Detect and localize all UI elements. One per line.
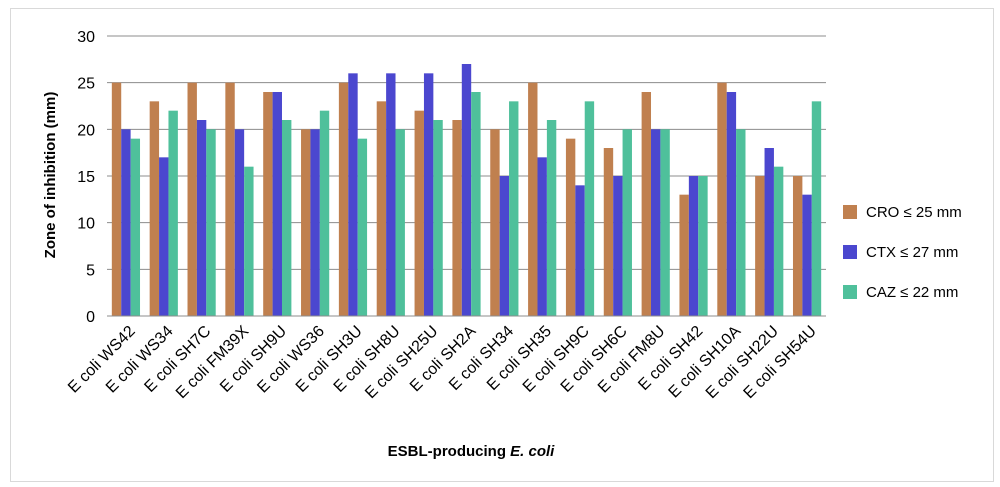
legend-swatch — [843, 245, 857, 259]
bar — [584, 101, 595, 316]
y-axis-title: Zone of inhibition (mm) — [42, 92, 59, 259]
y-tick-label: 25 — [77, 76, 95, 93]
legend-label: CRO ≤ 25 mm — [866, 204, 962, 221]
bar — [688, 176, 699, 316]
bar — [679, 194, 689, 316]
y-tick-label: 5 — [86, 262, 95, 279]
y-tick-label: 10 — [77, 216, 95, 233]
y-tick-label: 15 — [77, 169, 95, 186]
bar — [121, 129, 131, 316]
x-axis-title-main: ESBL-producing — [388, 443, 511, 460]
bar — [386, 73, 396, 316]
bar — [433, 120, 443, 316]
bar — [187, 82, 197, 317]
bar — [111, 82, 122, 317]
bar — [811, 101, 822, 316]
bar — [490, 129, 500, 316]
bar — [348, 73, 358, 316]
bar — [509, 101, 519, 316]
legend: CRO ≤ 25 mm CTX ≤ 27 mm CAZ ≤ 22 mm — [843, 204, 962, 301]
bar — [168, 110, 178, 317]
legend-swatch — [843, 205, 857, 219]
bar — [726, 92, 737, 316]
bar — [395, 129, 405, 316]
bar — [641, 92, 652, 316]
bar — [537, 157, 547, 316]
y-tick-label: 0 — [86, 309, 95, 326]
bar — [281, 120, 292, 316]
bar — [575, 185, 585, 316]
bar — [499, 176, 510, 316]
y-tick-label: 20 — [77, 122, 95, 139]
bars — [111, 64, 822, 317]
legend-label: CTX ≤ 27 mm — [866, 244, 958, 261]
bar — [792, 176, 803, 316]
legend-label: CAZ ≤ 22 mm — [866, 284, 958, 301]
bar — [622, 129, 632, 316]
bar — [717, 82, 727, 317]
bar — [319, 110, 330, 317]
bar — [225, 82, 235, 317]
bar — [471, 92, 481, 316]
bar — [698, 176, 708, 316]
bar — [423, 73, 434, 316]
bar — [376, 101, 387, 316]
bar — [206, 129, 216, 316]
bar — [802, 194, 812, 316]
bar — [565, 138, 576, 316]
bar — [272, 92, 282, 316]
bar — [773, 166, 784, 316]
bar — [159, 157, 169, 316]
bar — [310, 129, 320, 316]
y-tick-label: 30 — [77, 29, 95, 46]
bar — [244, 166, 254, 316]
x-axis-title: ESBL-producing E. coli — [388, 443, 556, 460]
bar — [613, 176, 623, 316]
bar — [301, 129, 311, 316]
bar — [736, 129, 746, 316]
bar — [414, 110, 424, 317]
bar — [660, 129, 670, 316]
bar — [452, 120, 462, 316]
y-axis-ticks: 0 5 10 15 20 25 30 — [77, 29, 95, 326]
bar — [651, 129, 661, 316]
legend-swatch — [843, 285, 857, 299]
bar — [755, 176, 765, 316]
bar — [603, 148, 614, 316]
bar — [338, 82, 349, 317]
bar — [461, 64, 472, 316]
bar — [196, 120, 207, 316]
bar — [149, 101, 160, 316]
bar — [357, 138, 368, 316]
bar — [234, 129, 245, 316]
bar — [764, 148, 774, 316]
x-axis-title-italic: E. coli — [510, 443, 555, 460]
bar — [130, 138, 141, 316]
bar — [546, 120, 557, 316]
bar — [263, 92, 273, 316]
bar — [528, 82, 538, 317]
